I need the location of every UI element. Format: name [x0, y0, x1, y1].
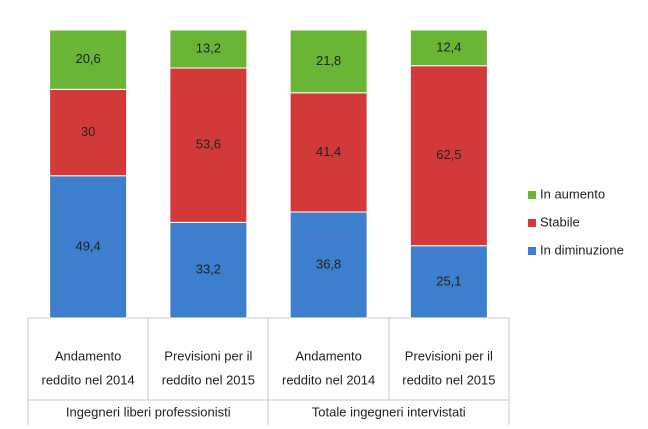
data-label: 41,4: [316, 144, 341, 159]
group-label: Totale ingegneri intervistati: [312, 404, 466, 419]
data-label: 20,6: [75, 51, 100, 66]
x-tick-label: reddito nel 2015: [162, 372, 255, 387]
x-tick-label: reddito nel 2015: [402, 372, 495, 387]
bar-segment: [289, 92, 368, 213]
data-label: 53,6: [196, 137, 221, 152]
bar-segment: [49, 29, 128, 90]
data-label: 21,8: [316, 53, 341, 68]
bar-segment: [169, 221, 248, 319]
x-tick-label: reddito nel 2014: [282, 372, 375, 387]
data-label: 30: [81, 124, 95, 139]
bar-segment: [409, 29, 488, 67]
bar-segment: [409, 245, 488, 319]
legend-label: In aumento: [540, 186, 605, 201]
bar-segment: [169, 67, 248, 223]
bar-segment: [289, 29, 368, 94]
x-tick-label: Andamento: [295, 348, 362, 363]
x-tick-label: Previsioni per il: [164, 348, 252, 363]
data-label: 13,2: [196, 40, 221, 55]
bar-segment: [409, 65, 488, 247]
legend-label: In diminuzione: [540, 242, 624, 257]
bar-segment: [169, 29, 248, 69]
legend-swatch: [528, 219, 536, 227]
data-label: 12,4: [436, 39, 461, 54]
bar-segment: [49, 88, 128, 177]
data-label: 25,1: [436, 273, 461, 288]
x-tick-label: Previsioni per il: [405, 348, 493, 363]
data-label: 62,5: [436, 147, 461, 162]
legend-label: Stabile: [540, 214, 580, 229]
group-label: Ingegneri liberi professionisti: [66, 404, 231, 419]
legend-swatch: [528, 247, 536, 255]
x-tick-label: reddito nel 2014: [42, 372, 135, 387]
legend-swatch: [528, 191, 536, 199]
bar-segment: [49, 175, 128, 319]
bar-segment: [289, 211, 368, 319]
data-label: 49,4: [75, 238, 100, 253]
x-tick-label: Andamento: [55, 348, 122, 363]
data-label: 33,2: [196, 262, 221, 277]
data-label: 36,8: [316, 256, 341, 271]
